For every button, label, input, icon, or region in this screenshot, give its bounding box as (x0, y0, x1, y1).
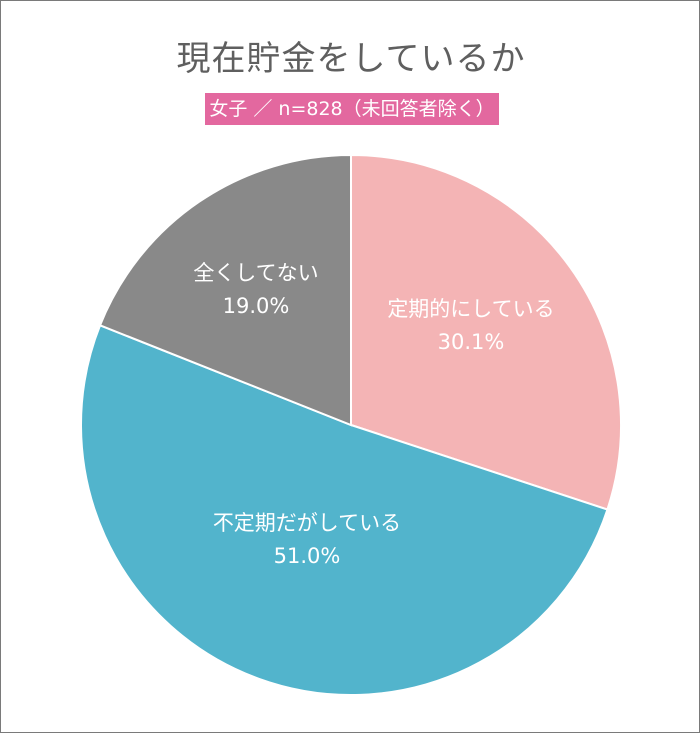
chart-title: 現在貯金をしているか (176, 39, 526, 79)
slice-percent: 19.0% (222, 294, 290, 318)
slice-name: 全くしてない (193, 261, 319, 285)
slice-percent: 51.0% (273, 544, 341, 568)
slice-label-irregular: 不定期だがしている 51.0% (187, 507, 427, 573)
subtitle-badge: 女子 ／ n=828（未回答者除く） (205, 93, 499, 125)
slice-name: 定期的にしている (387, 297, 555, 321)
slice-irregular (80, 324, 609, 697)
slice-regular (350, 153, 622, 511)
slice-none (98, 153, 352, 427)
slice-percent: 30.1% (437, 330, 505, 354)
slice-name: 不定期だがしている (212, 511, 402, 535)
slice-label-regular: 定期的にしている 30.1% (351, 293, 591, 359)
slice-label-none: 全くしてない 19.0% (136, 257, 376, 323)
